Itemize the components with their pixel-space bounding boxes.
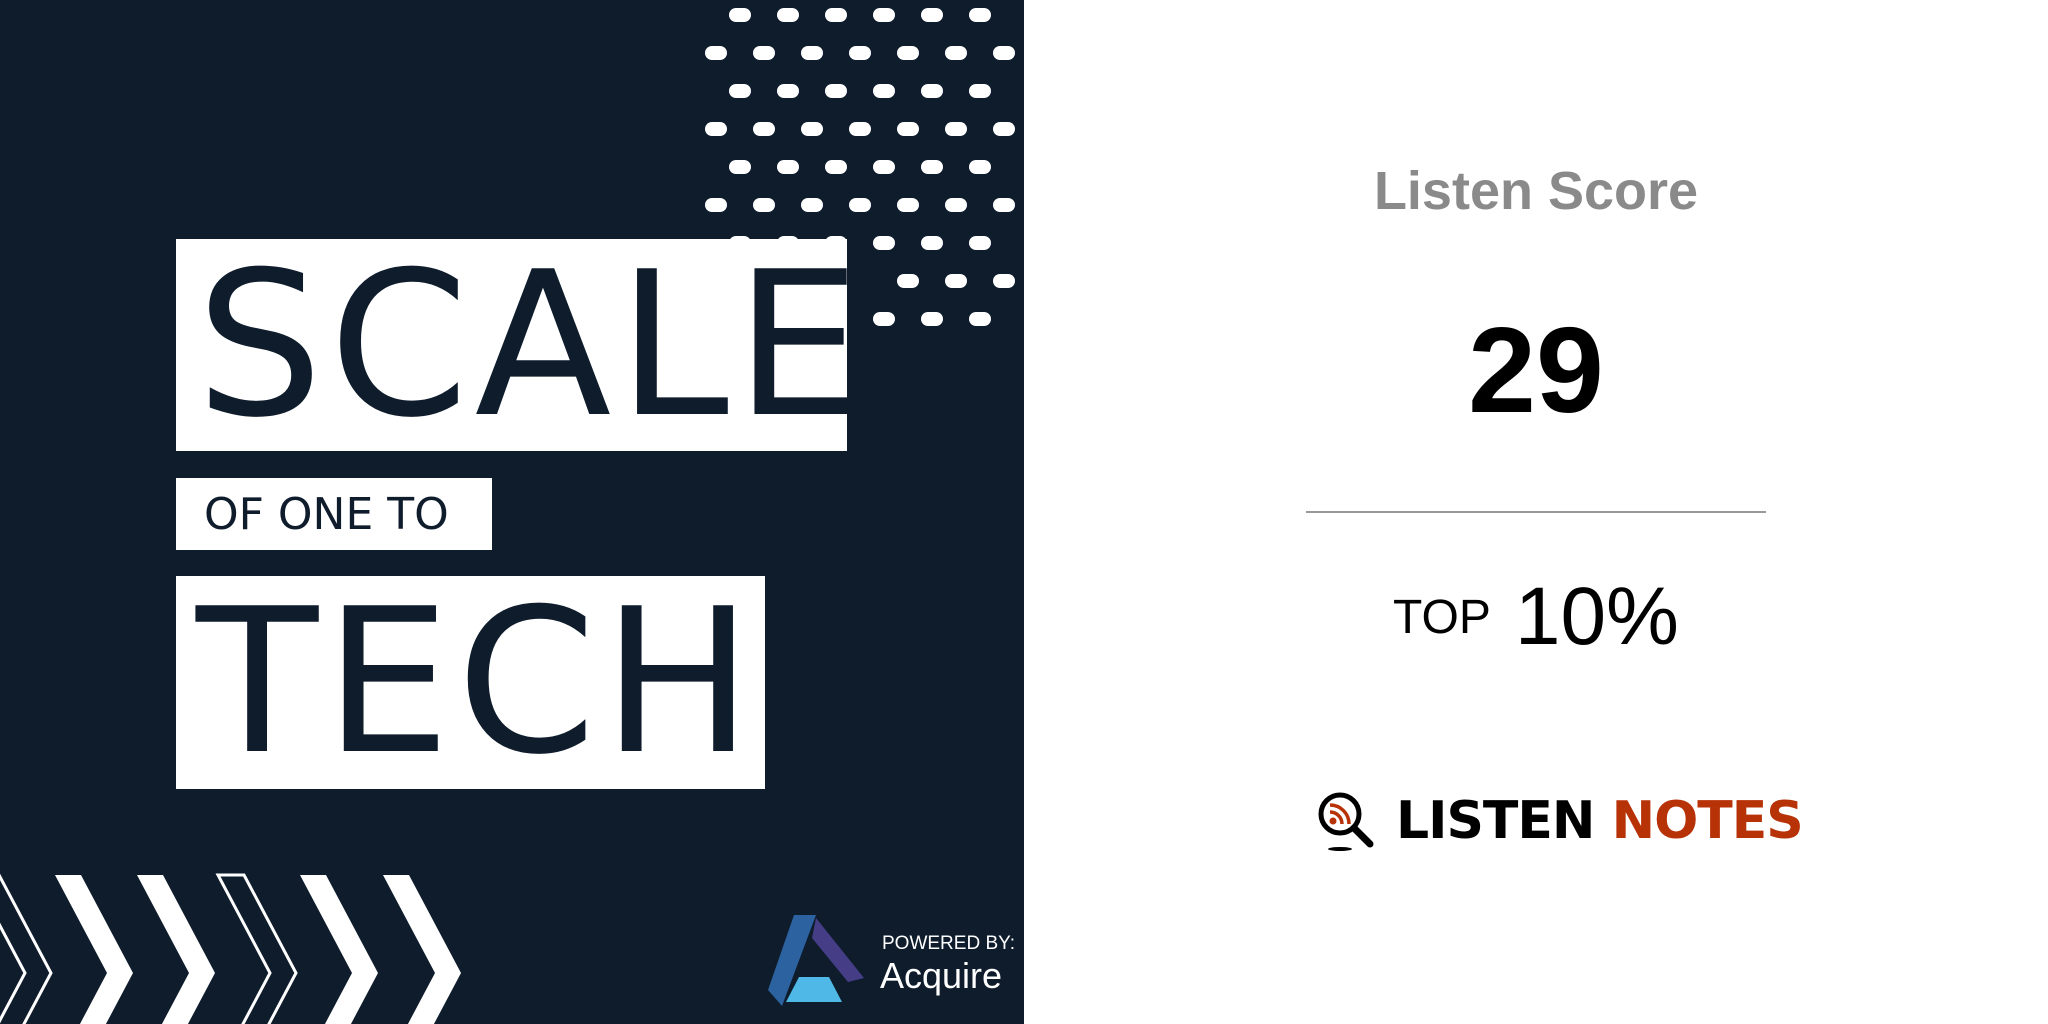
divider (1306, 511, 1766, 513)
dot (921, 236, 943, 250)
dot (873, 312, 895, 326)
chevron-pattern (0, 873, 461, 1024)
dot (729, 8, 751, 22)
dot (897, 274, 919, 288)
dot (873, 8, 895, 22)
acquire-logo-icon (768, 915, 864, 1006)
dot (945, 198, 967, 212)
dot (921, 84, 943, 98)
dot (729, 160, 751, 174)
dot (801, 122, 823, 136)
dot (945, 46, 967, 60)
dot (849, 122, 871, 136)
dot (801, 46, 823, 60)
dot (969, 84, 991, 98)
wordmark-notes: NOTES (1611, 791, 1804, 851)
dot (921, 160, 943, 174)
magnifier-rss-icon (1318, 792, 1374, 851)
dot (897, 198, 919, 212)
listen-notes-logo[interactable]: LISTEN NOTES (1316, 786, 1804, 856)
dot (753, 198, 775, 212)
dot (873, 236, 895, 250)
dot-pattern (705, 8, 1015, 326)
dot (993, 274, 1015, 288)
dot (753, 122, 775, 136)
dot (969, 236, 991, 250)
sponsor-name: Acquire (880, 955, 1003, 996)
dot (921, 312, 943, 326)
top-value: 10% (1514, 571, 1679, 662)
dot (729, 84, 751, 98)
chevron (215, 873, 298, 1024)
powered-by-label: POWERED BY: (882, 933, 1016, 954)
dot (849, 46, 871, 60)
dot (777, 160, 799, 174)
dot (753, 46, 775, 60)
listen-notes-wordmark: LISTEN NOTES (1396, 791, 1804, 851)
dot (777, 8, 799, 22)
chevron (0, 873, 53, 1024)
dot (945, 122, 967, 136)
dot (945, 274, 967, 288)
dot (873, 160, 895, 174)
dot (849, 198, 871, 212)
podcast-artwork: SCALE OF ONE TO TECH POWERED BY: Acquire (0, 0, 1024, 1024)
title-scale: SCALE (176, 229, 861, 462)
dot (825, 8, 847, 22)
dot (993, 198, 1015, 212)
dot (801, 198, 823, 212)
dot (969, 312, 991, 326)
dot (969, 8, 991, 22)
chevron (55, 875, 133, 1024)
chevron (383, 875, 461, 1024)
wordmark-listen: LISTEN (1396, 791, 1595, 851)
chevron (137, 875, 215, 1024)
listen-score-title: Listen Score (1373, 161, 1699, 221)
dot (993, 122, 1015, 136)
title-tech: TECH (176, 566, 765, 799)
dot (993, 46, 1015, 60)
dot (969, 160, 991, 174)
dot (705, 46, 727, 60)
dot (897, 122, 919, 136)
chevron (300, 875, 378, 1024)
dot (825, 84, 847, 98)
dot (705, 198, 727, 212)
dot (825, 160, 847, 174)
dot (705, 122, 727, 136)
title-of-one-to: OF ONE TO (176, 478, 492, 550)
dot (777, 84, 799, 98)
dot (873, 84, 895, 98)
listen-score-value: 29 (1468, 302, 1604, 438)
dot (897, 46, 919, 60)
dot (921, 8, 943, 22)
top-label: TOP (1393, 590, 1491, 644)
top-percentile: TOP 10% (1024, 570, 2048, 664)
